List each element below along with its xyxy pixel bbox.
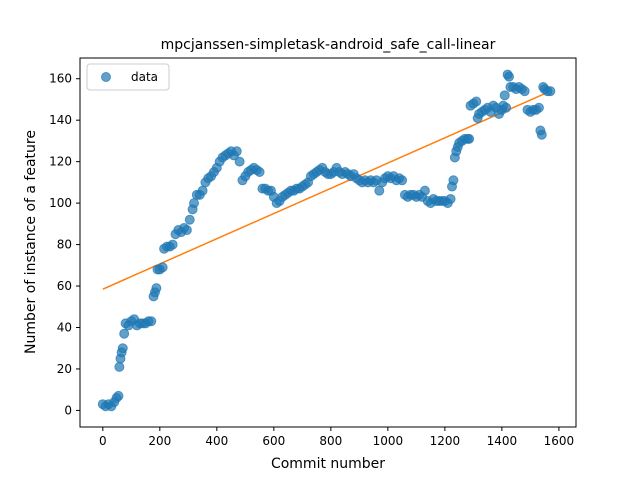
y-axis-label: Number of instance of a feature <box>23 130 39 354</box>
data-points-layer <box>97 69 556 412</box>
axes-frame <box>79 57 577 428</box>
x-axis-label: Commit number <box>271 456 385 472</box>
x-tick-label: 0 <box>99 434 107 448</box>
data-point <box>151 283 162 294</box>
data-point <box>536 129 547 140</box>
legend-label-data: data <box>131 70 158 84</box>
x-tick-label: 600 <box>262 434 285 448</box>
data-point <box>119 328 130 339</box>
y-tick-label: 20 <box>57 362 72 376</box>
data-point <box>234 156 245 167</box>
legend-box <box>86 63 170 91</box>
data-point <box>545 86 556 97</box>
data-point <box>157 262 168 273</box>
legend: data <box>86 63 170 91</box>
data-point <box>499 90 510 101</box>
data-point <box>471 96 482 107</box>
data-point <box>146 316 157 327</box>
y-tick-label: 60 <box>57 279 72 293</box>
y-tick-label: 0 <box>64 403 72 417</box>
data-point <box>114 361 125 372</box>
legend-marker <box>101 72 111 82</box>
x-tick-label: 1200 <box>430 434 461 448</box>
y-axis: 0 20 40 60 80 100 120 140 160 <box>49 72 80 417</box>
data-point <box>231 146 242 157</box>
x-axis: 0 200 400 600 800 1000 1200 1400 1600 <box>99 427 574 448</box>
x-tick-label: 400 <box>205 434 228 448</box>
x-tick-label: 1000 <box>373 434 404 448</box>
y-tick-label: 140 <box>49 113 72 127</box>
data-point <box>117 343 128 354</box>
y-tick-label: 160 <box>49 72 72 86</box>
y-tick-label: 120 <box>49 155 72 169</box>
data-point <box>397 175 408 186</box>
y-tick-label: 100 <box>49 196 72 210</box>
data-point <box>501 102 512 113</box>
data-point <box>167 239 178 250</box>
y-tick-label: 80 <box>57 238 72 252</box>
x-tick-label: 1600 <box>544 434 575 448</box>
data-point <box>533 102 544 113</box>
fit-line-layer <box>102 90 551 290</box>
data-point <box>254 167 265 178</box>
data-point <box>113 390 124 401</box>
chart-title: mpcjanssen-simpletask-android_safe_call-… <box>161 37 496 53</box>
data-point <box>184 214 195 225</box>
data-point <box>189 198 200 209</box>
fit-line <box>102 90 551 290</box>
data-point <box>445 193 456 204</box>
x-tick-label: 800 <box>319 434 342 448</box>
data-point <box>374 185 385 196</box>
data-point <box>448 175 459 186</box>
data-point <box>197 185 208 196</box>
data-point <box>464 133 475 144</box>
data-point <box>519 86 530 97</box>
data-point <box>504 71 515 82</box>
x-tick-label: 200 <box>148 434 171 448</box>
data-point <box>419 185 430 196</box>
y-tick-label: 40 <box>57 320 72 334</box>
data-point <box>181 225 192 236</box>
x-tick-label: 1400 <box>487 434 518 448</box>
